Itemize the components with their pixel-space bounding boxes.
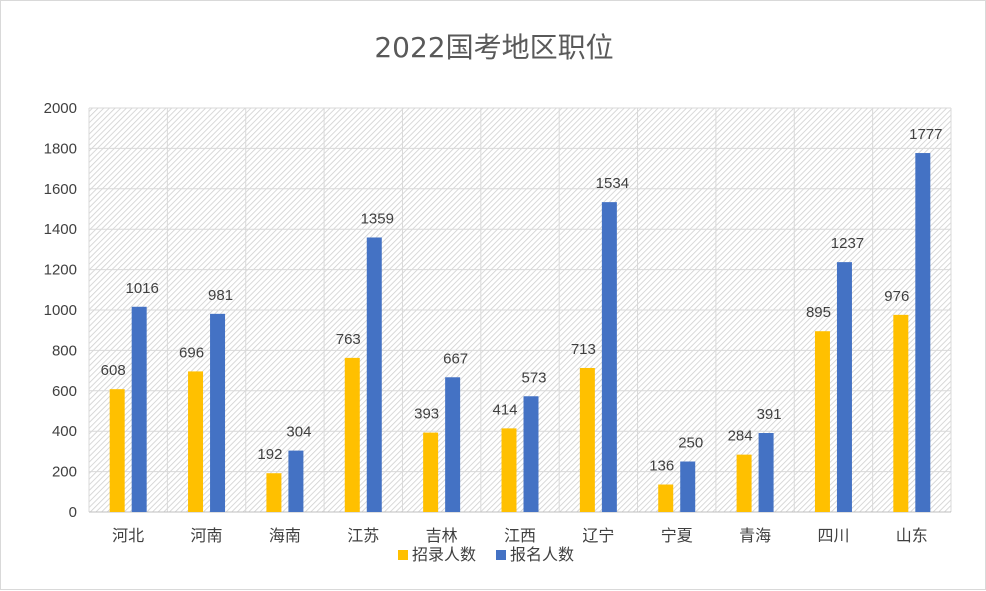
bar — [893, 314, 909, 512]
y-tick-label: 1000 — [44, 302, 77, 319]
bar — [814, 331, 830, 512]
data-label: 976 — [884, 288, 909, 305]
data-label: 1237 — [831, 235, 864, 252]
data-label: 608 — [101, 362, 126, 379]
chart-title: 2022国考地区职位 — [374, 31, 613, 64]
y-tick-label: 2000 — [44, 100, 77, 117]
data-label: 284 — [728, 428, 753, 445]
bar — [736, 454, 752, 512]
bar — [579, 367, 595, 512]
bar — [915, 153, 931, 512]
legend-label: 报名人数 — [510, 545, 574, 564]
bar — [288, 450, 304, 512]
bar — [601, 202, 617, 512]
legend: 招录人数 报名人数 — [398, 545, 574, 564]
bar — [680, 461, 696, 512]
bar — [758, 433, 774, 512]
data-label: 696 — [179, 344, 204, 361]
legend-label: 招录人数 — [412, 545, 476, 564]
bar — [445, 377, 461, 512]
x-tick-label: 山东 — [896, 526, 928, 545]
bar — [523, 396, 539, 512]
data-label: 192 — [257, 446, 282, 463]
bar — [210, 313, 226, 512]
y-tick-label: 400 — [52, 423, 77, 440]
x-tick-label: 宁夏 — [661, 526, 693, 545]
y-tick-label: 1600 — [44, 181, 77, 198]
x-tick-label: 江苏 — [347, 526, 379, 545]
x-tick-label: 江西 — [504, 526, 536, 545]
data-label: 981 — [208, 287, 233, 304]
data-label: 1534 — [596, 175, 629, 192]
legend-swatch — [398, 550, 408, 560]
bar — [501, 428, 517, 512]
bars — [109, 153, 931, 512]
data-label: 136 — [649, 458, 674, 475]
x-tick-label: 河南 — [191, 526, 223, 545]
data-label: 304 — [286, 424, 311, 441]
bar — [366, 237, 382, 512]
bar — [344, 357, 360, 512]
data-label: 393 — [414, 406, 439, 423]
bar — [836, 262, 852, 512]
y-tick-label: 1800 — [44, 140, 77, 157]
data-label: 667 — [443, 350, 468, 367]
y-axis: 0 200 400 600 800 1000 1200 1400 1600 1800 2000 — [44, 100, 77, 521]
y-tick-label: 200 — [52, 464, 77, 481]
data-label: 895 — [806, 304, 831, 321]
gridlines — [88, 107, 952, 513]
x-axis: 河北 河南 海南 江苏 吉林 江西 辽宁 宁夏 青海 四川 山东 — [89, 511, 951, 545]
data-label: 1016 — [125, 280, 158, 297]
bar — [266, 473, 282, 512]
bar — [131, 306, 147, 512]
data-label: 1777 — [909, 126, 942, 143]
data-label: 250 — [678, 435, 703, 452]
y-tick-label: 1200 — [44, 262, 77, 279]
data-label: 713 — [571, 341, 596, 358]
y-tick-label: 1400 — [44, 221, 77, 238]
x-tick-label: 青海 — [739, 526, 771, 545]
data-label: 763 — [336, 331, 361, 348]
x-tick-label: 海南 — [269, 526, 301, 545]
y-tick-label: 600 — [52, 383, 77, 400]
legend-swatch — [496, 550, 506, 560]
y-tick-label: 800 — [52, 342, 77, 359]
bar — [658, 484, 674, 512]
x-tick-label: 河北 — [112, 526, 144, 545]
bar — [188, 371, 204, 512]
data-label: 414 — [492, 401, 517, 418]
data-label: 573 — [521, 369, 546, 386]
bar — [423, 432, 439, 512]
data-label: 391 — [757, 406, 782, 423]
data-label: 1359 — [361, 210, 394, 227]
x-tick-label: 辽宁 — [582, 526, 614, 545]
x-tick-label: 四川 — [817, 526, 849, 545]
bar — [109, 389, 125, 512]
x-tick-label: 吉林 — [426, 526, 458, 545]
y-tick-label: 0 — [69, 504, 77, 521]
